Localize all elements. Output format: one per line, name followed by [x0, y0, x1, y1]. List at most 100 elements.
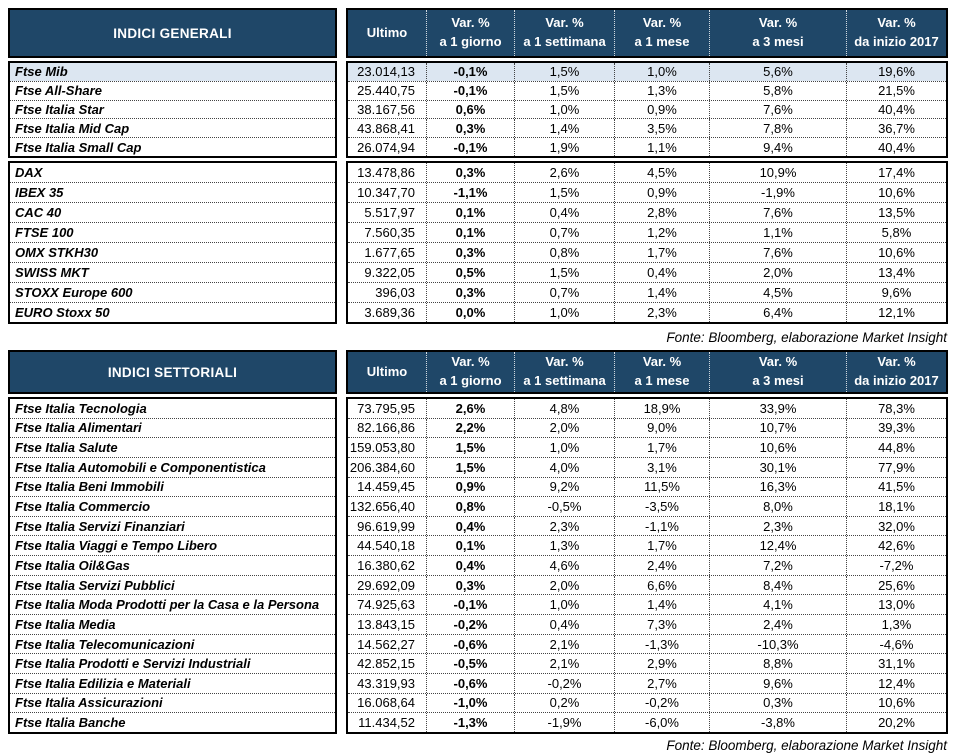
cell-var-4: 0,3% — [709, 693, 846, 713]
cell-var-5: 77,9% — [846, 457, 946, 477]
cell-var-4: 5,6% — [709, 63, 846, 81]
cell-var-5: 10,6% — [846, 183, 946, 202]
cell-var-3: 2,8% — [614, 203, 709, 222]
cell-ultimo: 14.562,27 — [357, 636, 415, 652]
column-header-var-5: Var. % da inizio 2017 — [846, 10, 946, 56]
table-header-row: INDICI GENERALI Ultimo Var. % a 1 giorno V… — [8, 8, 948, 58]
cell-var-4: 1,1% — [709, 223, 846, 242]
index-values-row: 13.843,15 -0,2% 0,4% 7,3% 2,4% 1,3% — [348, 614, 946, 634]
index-values-row: 5.517,97 0,1% 0,4% 2,8% 7,6% 13,5% — [348, 202, 946, 222]
index-values-row: 29.692,09 0,3% 2,0% 6,6% 8,4% 25,6% — [348, 574, 946, 595]
index-values-row: 74.925,63 -0,1% 1,0% 1,4% 4,1% 13,0% — [348, 594, 946, 615]
cell-var-3: 2,7% — [614, 673, 709, 693]
cell-ultimo: 73.795,95 — [357, 400, 415, 416]
cell-var-5: 42,6% — [846, 536, 946, 556]
cell-var-3: 2,4% — [614, 556, 709, 575]
index-values-row: 9.322,05 0,5% 1,5% 0,4% 2,0% 13,4% — [348, 262, 946, 282]
index-values-row: 3.689,36 0,0% 1,0% 2,3% 6,4% 12,1% — [348, 302, 946, 322]
index-values-row: 43.868,41 0,3% 1,4% 3,5% 7,8% 36,7% — [348, 118, 946, 138]
cell-var-1: 0,3% — [426, 575, 514, 595]
cell-var-2: 1,0% — [514, 303, 614, 322]
cell-var-4: 7,6% — [709, 203, 846, 222]
index-values-row: 16.068,64 -1,0% 0,2% -0,2% 0,3% 10,6% — [348, 692, 946, 713]
cell-var-2: 0,7% — [514, 223, 614, 242]
cell-var-5: 10,6% — [846, 243, 946, 262]
cell-ultimo: 96.619,99 — [357, 518, 415, 534]
index-name: Ftse Italia Viaggi e Tempo Libero — [10, 535, 335, 555]
cell-var-1: -0,1% — [426, 595, 514, 615]
cell-var-5: 13,5% — [846, 203, 946, 222]
cell-var-5: -4,6% — [846, 634, 946, 654]
cell-var-3: -3,5% — [614, 497, 709, 516]
column-header-line2: a 1 giorno — [439, 373, 502, 388]
column-header-line1: Var. % — [642, 354, 682, 370]
index-name: FTSE 100 — [10, 222, 335, 242]
cell-var-2: 1,5% — [514, 81, 614, 100]
cell-var-3: 7,3% — [614, 615, 709, 634]
cell-var-5: 41,5% — [846, 477, 946, 497]
index-values-row: 42.852,15 -0,5% 2,1% 2,9% 8,8% 31,1% — [348, 653, 946, 673]
cell-var-2: 2,1% — [514, 634, 614, 654]
cell-var-5: 32,0% — [846, 516, 946, 536]
cell-var-2: -0,2% — [514, 673, 614, 693]
index-name: Ftse Italia Telecomunicazioni — [10, 633, 335, 654]
cell-var-5: 17,4% — [846, 163, 946, 182]
table-section: Ftse Mib Ftse All-Share Ftse Italia Star Ft… — [8, 61, 948, 158]
column-header-ultimo: Ultimo — [366, 24, 408, 40]
column-header-var-4: Var. % a 3 mesi — [709, 10, 846, 56]
cell-var-2: 2,6% — [514, 163, 614, 182]
cell-var-2: 0,7% — [514, 283, 614, 302]
cell-var-2: 4,6% — [514, 556, 614, 575]
cell-var-1: 0,3% — [426, 119, 514, 138]
index-values-columns: 73.795,95 2,6% 4,8% 18,9% 33,9% 78,3% 82.166,8… — [346, 397, 948, 734]
cell-ultimo: 132.656,40 — [349, 499, 415, 515]
index-name: OMX STKH30 — [10, 242, 335, 262]
column-header-line2: a 1 settimana — [523, 373, 606, 388]
index-values-columns: 23.014,13 -0,1% 1,5% 1,0% 5,6% 19,6% 25.440,75… — [346, 61, 948, 158]
cell-var-1: 2,6% — [426, 399, 514, 418]
index-name: Ftse Italia Commercio — [10, 496, 335, 516]
cell-var-4: 9,6% — [709, 673, 846, 693]
cell-var-4: 30,1% — [709, 457, 846, 477]
cell-var-3: 6,6% — [614, 575, 709, 595]
cell-var-2: 4,0% — [514, 457, 614, 477]
cell-var-3: 1,4% — [614, 595, 709, 615]
index-labels-column: DAX IBEX 35 CAC 40 FTSE 100 OMX STKH30 SWISS … — [8, 161, 337, 324]
index-values-row: 206.384,60 1,5% 4,0% 3,1% 30,1% 77,9% — [348, 456, 946, 477]
cell-var-2: 1,5% — [514, 263, 614, 282]
cell-var-5: 21,5% — [846, 81, 946, 100]
column-header-line1: Var. % — [877, 15, 916, 31]
index-values-row: 96.619,99 0,4% 2,3% -1,1% 2,3% 32,0% — [348, 515, 946, 536]
cell-ultimo: 5.517,97 — [364, 205, 415, 220]
index-values-row: 43.319,93 -0,6% -0,2% 2,7% 9,6% 12,4% — [348, 672, 946, 693]
cell-var-1: -1,3% — [426, 713, 514, 732]
cell-var-5: 40,4% — [846, 138, 946, 156]
cell-var-3: 1,7% — [614, 438, 709, 457]
index-name: Ftse Italia Tecnologia — [15, 400, 147, 416]
index-values-row: 44.540,18 0,1% 1,3% 1,7% 12,4% 42,6% — [348, 535, 946, 556]
index-name: Ftse Italia Mid Cap — [10, 118, 335, 137]
cell-var-5: 20,2% — [846, 713, 946, 732]
index-values-row: 26.074,94 -0,1% 1,9% 1,1% 9,4% 40,4% — [348, 137, 946, 156]
column-headers: Ultimo Var. % a 1 giorno Var. % a 1 settima… — [346, 8, 948, 58]
table-indici-settoriali: INDICI SETTORIALI Ultimo Var. % a 1 giorn… — [8, 350, 948, 756]
index-name: EURO Stoxx 50 — [10, 302, 335, 322]
cell-ultimo: 43.319,93 — [357, 675, 415, 691]
cell-var-1: 2,2% — [426, 418, 514, 438]
cell-var-1: 0,9% — [426, 477, 514, 497]
index-name: Ftse Italia Servizi Finanziari — [10, 515, 335, 536]
cell-var-5: 78,3% — [846, 399, 946, 418]
cell-var-2: 1,5% — [514, 183, 614, 202]
cell-var-5: 12,4% — [846, 673, 946, 693]
index-name: SWISS MKT — [10, 262, 335, 282]
cell-ultimo: 16.068,64 — [357, 695, 415, 711]
index-name: Ftse Italia Edilizia e Materiali — [10, 672, 335, 693]
cell-var-1: -0,1% — [426, 63, 514, 81]
cell-var-4: 33,9% — [709, 399, 846, 418]
cell-ultimo: 25.440,75 — [357, 83, 415, 99]
cell-var-2: 0,4% — [514, 615, 614, 634]
index-values-row: 11.434,52 -1,3% -1,9% -6,0% -3,8% 20,2% — [348, 712, 946, 732]
cell-var-3: 1,7% — [614, 536, 709, 556]
index-name: Ftse Italia Star — [10, 99, 335, 119]
